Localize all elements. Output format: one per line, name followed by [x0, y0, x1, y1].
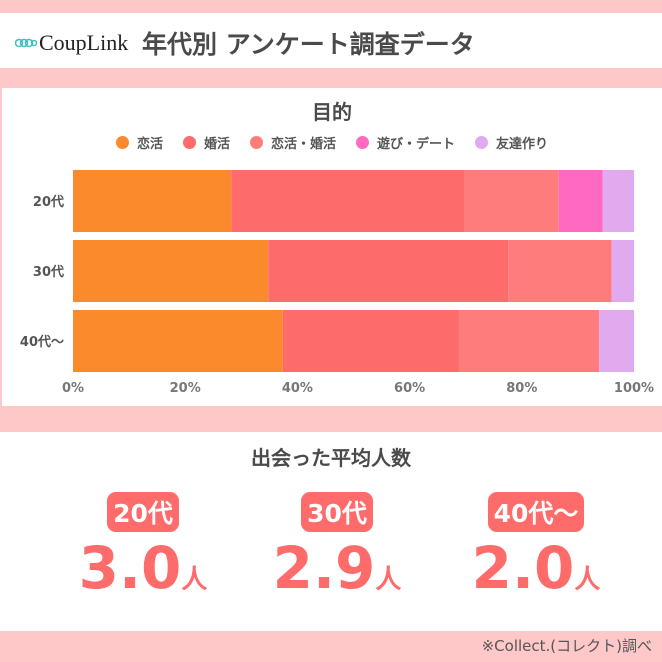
coil-logo-icon	[15, 38, 37, 48]
x-tick-label: 100%	[614, 381, 654, 396]
source-note: ※Collect.(コレクト)調べ	[481, 637, 652, 655]
bar-segment	[464, 170, 559, 232]
legend-swatch	[249, 136, 263, 149]
bar-segment	[599, 310, 634, 372]
x-tick-label: 60%	[394, 381, 425, 396]
stats-title: 出会った平均人数	[251, 446, 411, 470]
chart-title: 目的	[312, 100, 352, 124]
stat-value: 2.9人	[272, 534, 402, 602]
header: CoupLink 年代別 アンケート調査データ	[0, 13, 662, 68]
legend-label: 遊び・デート	[377, 137, 456, 152]
bar-segment	[73, 310, 283, 372]
bar-segment	[558, 170, 603, 232]
category-label: 20代	[33, 194, 64, 210]
logo-text: CoupLink	[39, 30, 129, 55]
stat-20s: 20代 3.0人	[43, 492, 243, 610]
legend-swatch	[475, 136, 489, 149]
bar-segment	[508, 240, 612, 302]
legend-label: 友達作り	[496, 137, 549, 152]
age-badge: 30代	[301, 492, 373, 532]
legend-label: 恋活・婚活	[270, 137, 336, 152]
bar-segment	[73, 240, 269, 302]
legend-label: 婚活	[203, 137, 230, 152]
legend-label: 恋活	[136, 137, 163, 152]
x-tick-label: 0%	[62, 381, 84, 396]
stat-30s: 30代 2.9人	[237, 492, 437, 610]
stacked-bar-chart: 20代 30代 40代〜 0% 20% 40% 60% 80% 100%	[20, 170, 654, 396]
legend: 恋活 婚活 恋活・婚活 遊び・デート 友達作り	[2, 133, 662, 152]
logo: CoupLink	[15, 30, 128, 56]
page-title: 年代別 アンケート調査データ	[142, 30, 475, 59]
legend-item: 恋活・婚活	[249, 133, 336, 152]
bar-segment	[602, 170, 634, 232]
x-tick-label: 40%	[282, 381, 313, 396]
x-tick-label: 20%	[170, 381, 201, 396]
legend-item: 友達作り	[475, 133, 548, 152]
category-label: 30代	[33, 264, 64, 280]
legend-swatch	[356, 136, 369, 149]
bar-segment	[231, 170, 465, 232]
age-badge: 20代	[107, 492, 179, 532]
stat-40s: 40代〜 2.0人	[436, 492, 636, 610]
legend-item: 婚活	[182, 133, 230, 152]
bar-segment	[73, 170, 232, 232]
stat-value: 3.0人	[78, 534, 208, 602]
legend-item: 遊び・デート	[356, 133, 455, 152]
legend-item: 恋活	[115, 133, 163, 152]
category-label: 40代〜	[20, 334, 64, 350]
stat-value: 2.0人	[471, 534, 601, 602]
chart-panel: 目的 恋活 婚活 恋活・婚活 遊び・デート 友達作り 20代 30代 40代〜 0% 20% 40…	[0, 88, 662, 406]
x-tick-label: 80%	[506, 381, 537, 396]
legend-swatch	[182, 136, 196, 149]
bar-segment	[282, 310, 459, 372]
age-badge: 40代〜	[487, 492, 585, 532]
legend-swatch	[115, 136, 129, 149]
stats-panel: 出会った平均人数 20代 3.0人 30代 2.9人 40代〜 2.0人	[0, 432, 662, 631]
bar-segment	[611, 240, 634, 302]
bar-segment	[268, 240, 509, 302]
bar-segment	[458, 310, 600, 372]
